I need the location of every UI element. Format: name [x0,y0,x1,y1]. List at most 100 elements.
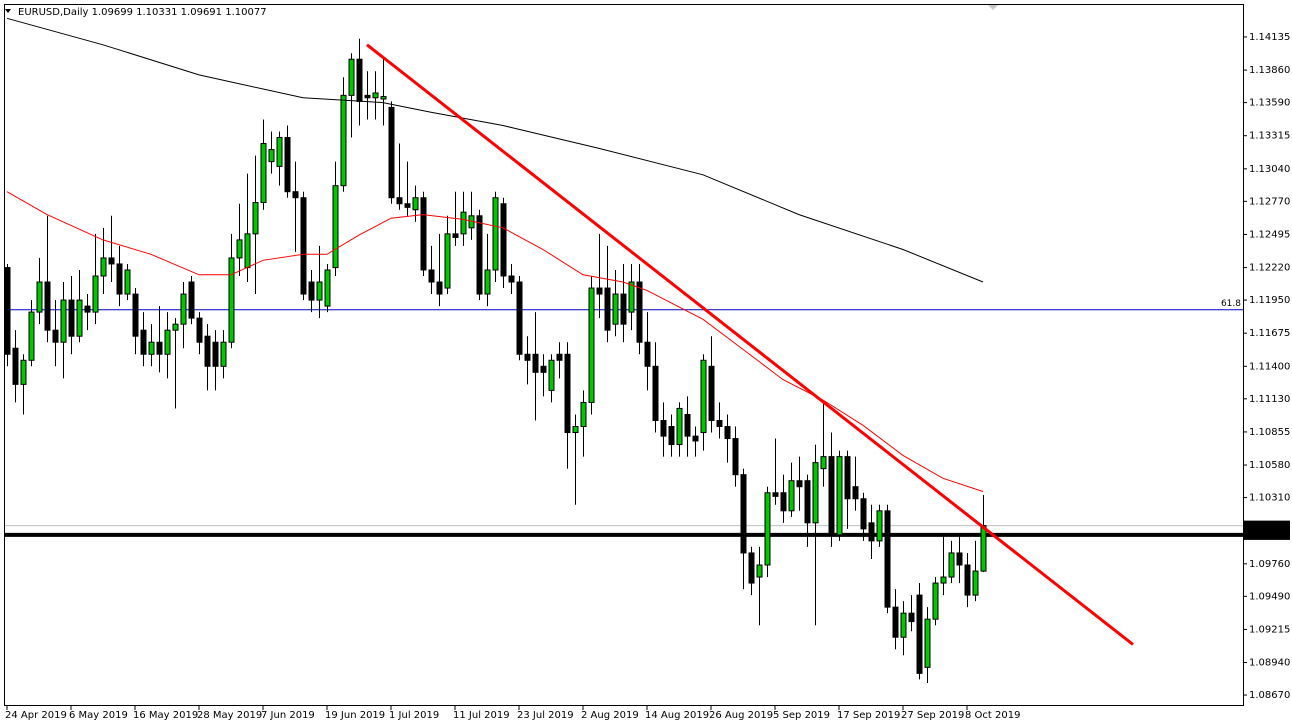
candle-body [620,293,627,325]
trend-line [366,43,1134,646]
candle-body [668,426,675,446]
candle-body [828,456,835,536]
candle-body [268,149,275,163]
candle-body [916,594,923,674]
y-tick-label: 1.12495 [1249,229,1290,240]
candle-body [420,197,427,271]
candle-body [932,582,939,620]
y-tick-label: 1.08940 [1249,658,1290,669]
candle-body [500,203,507,277]
y-tick-label: 1.08670 [1249,690,1290,701]
candle-body [52,329,59,343]
candle-body [772,492,779,497]
candle-body [572,426,579,434]
candle-body [260,143,267,204]
candle-body [740,474,747,554]
candle-body [980,525,987,572]
candle-body [156,341,163,355]
candle-body [108,257,115,265]
candle-body [644,341,651,367]
candle-body [244,233,251,269]
candle-body [508,275,515,283]
candle-body [940,576,947,584]
chart-title: EURUSD,Daily 1.09699 1.10331 1.09691 1.1… [18,7,267,18]
x-tick-label: 11 Jul 2019 [453,710,510,721]
candle-body [44,281,51,331]
candle-body [28,311,35,361]
candle-body [364,94,371,99]
candle-body [380,96,387,100]
candle-body [716,419,723,428]
candle-body [316,281,323,301]
candle-body [820,456,827,470]
price-box [1244,520,1290,531]
candle-body [516,281,523,355]
candle-body [660,419,667,437]
x-tick-label: 28 May 2019 [197,710,262,721]
candle-body [652,365,659,421]
candle-body [196,317,203,343]
candle-body [636,281,643,343]
candle-body [484,269,491,295]
candle-body [524,353,531,361]
candle-body [836,456,843,536]
candle-body [452,233,459,238]
candle-body [972,570,979,596]
x-tick-label: 7 Jun 2019 [261,710,315,721]
candle-body [852,486,859,500]
candle-body [396,197,403,205]
candle-body [172,323,179,331]
menu-triangle [5,9,11,13]
candle-body [300,197,307,295]
candle-body [148,341,155,355]
candle-body [388,106,395,199]
candle-body [324,269,331,307]
price-box-label: 1.10077 [1247,521,1288,532]
x-tick-label: 2 Aug 2019 [581,710,639,721]
candle-body [540,365,547,373]
x-tick-label: 27 Sep 2019 [901,710,964,721]
x-tick-label: 1 Jul 2019 [389,710,439,721]
price-box [1244,529,1290,540]
candle-body [348,58,355,96]
candle-body [684,413,691,437]
candle-body [700,359,707,434]
candle-body [900,612,907,638]
x-tick-label: 17 Sep 2019 [837,710,900,721]
candle-body [332,185,339,269]
candle-body [892,606,899,638]
x-tick-label: 16 May 2019 [133,710,198,721]
x-tick-label: 14 Aug 2019 [645,710,709,721]
price-axis: 1.14135 1.13860 1.13590 1.13315 1.13040 1.127… [5,32,1290,721]
candle-body [284,137,291,193]
candle-body [788,480,795,512]
x-tick-label: 23 Jul 2019 [517,710,574,721]
candle-body [948,552,955,578]
candle-body [356,58,363,102]
plot-area: 61.8 [4,17,1243,684]
candle-body [12,347,19,385]
y-tick-label: 1.11675 [1249,328,1290,339]
candle-body [188,281,195,319]
candle-body [924,618,931,668]
price-box-label: 1.10000 [1247,530,1288,541]
candle-body [956,552,963,566]
candle-body [860,498,867,530]
candle-body [372,92,379,99]
x-tick-label: 5 Sep 2019 [773,710,830,721]
candle-body [124,269,131,295]
y-tick-label: 1.10580 [1249,460,1290,471]
y-tick-label: 1.12770 [1249,196,1290,207]
y-tick-label: 1.10855 [1249,427,1290,438]
candle-body [460,211,467,235]
candle-body [68,299,75,337]
candle-body [116,263,123,295]
y-tick-label: 1.13590 [1249,98,1290,109]
candle-body [564,353,571,434]
candle-body [748,552,755,584]
candle-body [132,293,139,337]
candle-body [228,257,235,343]
candle-body [36,281,43,313]
candle-body [804,480,811,524]
